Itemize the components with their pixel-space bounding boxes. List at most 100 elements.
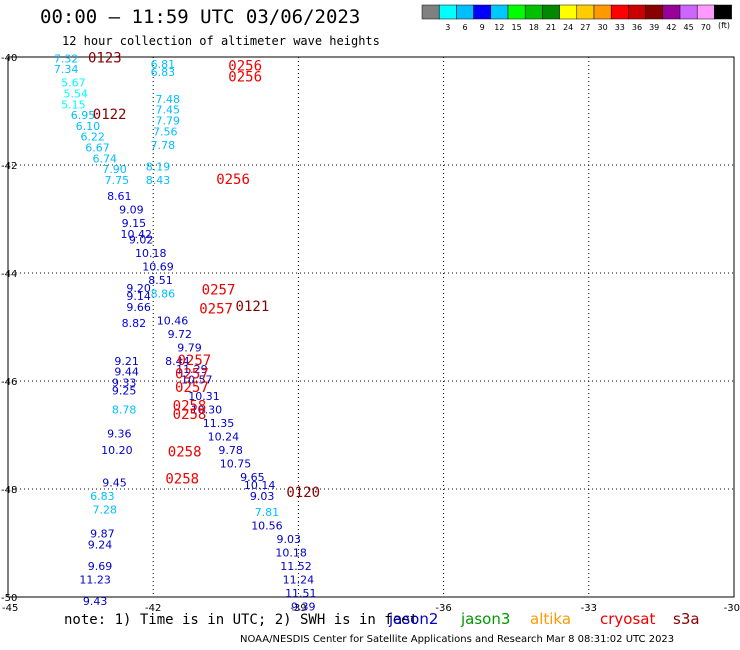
wave-height-label: 10.14 xyxy=(244,479,276,492)
wave-height-label: 9.25 xyxy=(112,385,137,398)
wave-height-label: 10.20 xyxy=(101,444,133,457)
wave-height-label: 9.20 xyxy=(126,282,151,295)
wave-height-label: 9.79 xyxy=(177,341,202,354)
wave-height-label: 10.57 xyxy=(181,374,213,387)
wave-height-label: 6.74 xyxy=(93,152,118,165)
wave-height-label: 9.02 xyxy=(129,233,154,246)
footnote: note: 1) Time is in UTC; 2) SWH is in fe… xyxy=(64,612,419,628)
wave-height-label: 8.19 xyxy=(146,160,171,173)
wave-height-label: 11.29 xyxy=(176,363,208,376)
y-tick-label: -46 xyxy=(1,377,17,388)
pass-time-label: 0121 xyxy=(236,299,270,315)
wave-height-label: 9.21 xyxy=(114,355,139,368)
wave-height-label: 10.31 xyxy=(188,390,220,403)
wave-height-label: 9.24 xyxy=(88,538,113,551)
wave-height-label: 11.35 xyxy=(203,417,235,430)
color-scale-label: 33 xyxy=(615,23,625,32)
wave-height-label: 7.90 xyxy=(102,163,127,176)
color-scale-swatch xyxy=(456,4,474,20)
wave-height-label: 7.32 xyxy=(54,52,79,65)
color-scale-swatch xyxy=(490,4,509,20)
wave-height-label: 5.67 xyxy=(61,77,86,90)
wave-height-label: 7.79 xyxy=(155,115,180,128)
chart-title: 00:00 – 11:59 UTC 03/06/2023 xyxy=(40,6,361,28)
wave-height-label: 9.36 xyxy=(107,428,132,441)
chart-subtitle: 12 hour collection of altimeter wave hei… xyxy=(62,34,380,48)
legend-altika: altika xyxy=(530,610,572,628)
pass-time-label: 0120 xyxy=(286,485,320,501)
wave-height-label: 10.46 xyxy=(157,314,189,327)
wave-height-label: 6.10 xyxy=(76,120,101,133)
y-tick-label: -44 xyxy=(1,269,17,280)
wave-height-label: 9.65 xyxy=(240,471,265,484)
pass-time-label: 0257 xyxy=(177,353,211,369)
pass-time-label: 0258 xyxy=(165,472,199,488)
x-tick-label: -39 xyxy=(290,603,306,614)
credits-footer: NOAA/NESDIS Center for Satellite Applica… xyxy=(240,634,675,645)
pass-time-label: 0256 xyxy=(216,172,250,188)
wave-height-label: 6.83 xyxy=(90,490,115,503)
wave-height-label: 8.82 xyxy=(122,317,147,330)
wave-height-label: 10.24 xyxy=(208,430,240,443)
wave-height-label: 6.83 xyxy=(151,66,176,79)
wave-height-label: 10.18 xyxy=(275,547,307,560)
pass-time-label: 0257 xyxy=(202,283,236,299)
wave-height-label: 7.45 xyxy=(155,104,180,117)
wave-height-label: 10.69 xyxy=(142,260,174,273)
wave-height-label: 9.69 xyxy=(88,560,113,573)
color-scale-label: 42 xyxy=(666,23,676,32)
wave-height-label: 11.23 xyxy=(79,574,111,587)
wave-height-label: 11.52 xyxy=(280,560,312,573)
wave-height-label: 8.43 xyxy=(146,174,171,187)
color-scale-label: 15 xyxy=(512,23,522,32)
wave-height-label: 6.67 xyxy=(85,142,110,155)
pass-time-label: 0122 xyxy=(93,107,127,123)
x-tick-label: -30 xyxy=(724,603,740,614)
wave-height-label: 9.72 xyxy=(168,328,193,341)
y-tick-label: -40 xyxy=(1,53,17,64)
wave-height-label: 9.03 xyxy=(276,533,301,546)
legend-cryosat: cryosat xyxy=(600,610,656,628)
legend-jason3: jason3 xyxy=(461,610,511,628)
wave-height-label: 10.30 xyxy=(191,403,223,416)
pass-time-label: 0258 xyxy=(173,399,207,415)
color-scale-swatch xyxy=(662,4,681,20)
wave-height-label: 6.95 xyxy=(71,109,96,122)
color-scale-label: 6 xyxy=(462,23,467,32)
wave-height-label: 9.44 xyxy=(114,366,139,379)
pass-time-label: 0257 xyxy=(199,302,233,318)
wave-height-label: 7.48 xyxy=(155,93,180,106)
wave-height-label: 8.51 xyxy=(148,274,173,287)
wave-height-label: 10.18 xyxy=(135,247,167,260)
color-scale-label: 39 xyxy=(649,23,659,32)
x-tick-label: -45 xyxy=(2,603,18,614)
wave-height-label: 10.56 xyxy=(251,520,283,533)
color-scale-swatch xyxy=(696,4,715,20)
x-tick-label: -42 xyxy=(145,603,161,614)
color-scale-label: 9 xyxy=(480,23,485,32)
color-scale-label: 3 xyxy=(445,23,450,32)
plot-frame xyxy=(7,56,735,598)
color-scale-swatch xyxy=(610,4,629,20)
color-scale-swatch xyxy=(524,4,543,20)
color-scale-swatch xyxy=(593,4,612,20)
pass-time-label: 0256 xyxy=(228,69,262,85)
wave-height-label: 11.24 xyxy=(283,574,315,587)
color-scale-label: 18 xyxy=(529,23,539,32)
color-scale-swatch xyxy=(714,4,732,20)
wave-height-label: 9.39 xyxy=(291,601,316,614)
wave-height-label: 9.66 xyxy=(126,301,151,314)
pass-time-label: 0258 xyxy=(173,407,207,423)
wave-height-label: 11.51 xyxy=(285,587,317,600)
wave-height-label: 7.28 xyxy=(93,503,118,516)
wave-height-label: 8.44 xyxy=(165,355,190,368)
y-tick-label: -42 xyxy=(1,161,17,172)
legend-jason2: jason2 xyxy=(389,610,439,628)
pass-time-label: 0258 xyxy=(168,445,202,461)
color-scale-label: 27 xyxy=(580,23,590,32)
color-scale-swatch xyxy=(576,4,595,20)
color-scale-unit: (ft) xyxy=(718,21,731,30)
wave-height-label: 9.87 xyxy=(90,528,115,541)
color-scale-label: 12 xyxy=(494,23,504,32)
